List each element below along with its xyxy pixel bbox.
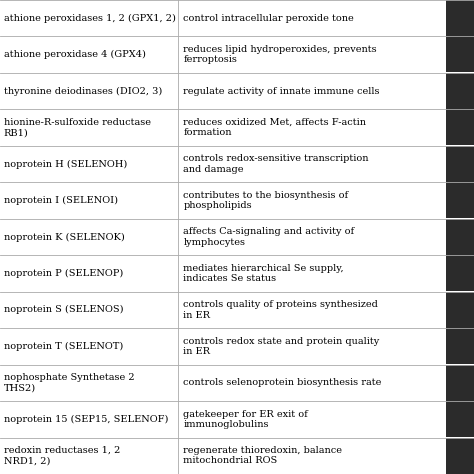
Bar [0, 401, 446, 438]
Text: regulate activity of innate immune cells: regulate activity of innate immune cells [183, 87, 380, 96]
Text: noprotein S (SELENOS): noprotein S (SELENOS) [4, 305, 123, 314]
Text: noprotein H (SELENOH): noprotein H (SELENOH) [4, 160, 127, 169]
Text: athione peroxidase 4 (GPX4): athione peroxidase 4 (GPX4) [4, 50, 146, 59]
Bar [0, 36, 446, 73]
Text: affects Ca-signaling and activity of
lymphocytes: affects Ca-signaling and activity of lym… [183, 228, 355, 246]
Bar [446, 219, 474, 255]
Bar [446, 36, 474, 73]
Text: controls selenoprotein biosynthesis rate: controls selenoprotein biosynthesis rate [183, 378, 382, 387]
Bar [446, 146, 474, 182]
Text: reduces lipid hydroperoxides, prevents
ferroptosis: reduces lipid hydroperoxides, prevents f… [183, 45, 377, 64]
Text: noprotein 15 (SEP15, SELENOF): noprotein 15 (SEP15, SELENOF) [4, 415, 168, 424]
Text: controls quality of proteins synthesized
in ER: controls quality of proteins synthesized… [183, 300, 378, 319]
Text: redoxin reductases 1, 2
NRD1, 2): redoxin reductases 1, 2 NRD1, 2) [4, 446, 120, 465]
Bar [446, 292, 474, 328]
Text: gatekeeper for ER exit of
immunoglobulins: gatekeeper for ER exit of immunoglobulin… [183, 410, 308, 429]
Text: nophosphate Synthetase 2
THS2): nophosphate Synthetase 2 THS2) [4, 373, 135, 392]
Bar [0, 438, 446, 474]
Bar [0, 109, 446, 146]
Bar [446, 438, 474, 474]
Text: hionine-R-sulfoxide reductase
RB1): hionine-R-sulfoxide reductase RB1) [4, 118, 151, 137]
Text: noprotein I (SELENOI): noprotein I (SELENOI) [4, 196, 118, 205]
Bar [446, 365, 474, 401]
Text: thyronine deiodinases (DIO2, 3): thyronine deiodinases (DIO2, 3) [4, 87, 162, 96]
Text: control intracellular peroxide tone: control intracellular peroxide tone [183, 14, 354, 23]
Bar [446, 0, 474, 36]
Bar [0, 328, 446, 365]
Bar [0, 182, 446, 219]
Bar [446, 182, 474, 219]
Text: athione peroxidases 1, 2 (GPX1, 2): athione peroxidases 1, 2 (GPX1, 2) [4, 14, 176, 23]
Bar [0, 146, 446, 182]
Text: noprotein P (SELENOP): noprotein P (SELENOP) [4, 269, 123, 278]
Bar [0, 73, 446, 109]
Text: regenerate thioredoxin, balance
mitochondrial ROS: regenerate thioredoxin, balance mitochon… [183, 446, 342, 465]
Bar [0, 0, 446, 36]
Bar [0, 255, 446, 292]
Text: noprotein K (SELENOK): noprotein K (SELENOK) [4, 232, 125, 242]
Bar [446, 255, 474, 291]
Bar [446, 109, 474, 146]
Bar [446, 401, 474, 437]
Bar [446, 73, 474, 109]
Text: noprotein T (SELENOT): noprotein T (SELENOT) [4, 342, 123, 351]
Bar [0, 292, 446, 328]
Text: contributes to the biosynthesis of
phospholipids: contributes to the biosynthesis of phosp… [183, 191, 348, 210]
Text: controls redox-sensitive transcription
and damage: controls redox-sensitive transcription a… [183, 155, 369, 174]
Text: controls redox state and protein quality
in ER: controls redox state and protein quality… [183, 337, 380, 356]
Text: mediates hierarchical Se supply,
indicates Se status: mediates hierarchical Se supply, indicat… [183, 264, 344, 283]
Bar [0, 219, 446, 255]
Bar [0, 365, 446, 401]
Text: reduces oxidized Met, affects F-actin
formation: reduces oxidized Met, affects F-actin fo… [183, 118, 366, 137]
Bar [446, 328, 474, 364]
